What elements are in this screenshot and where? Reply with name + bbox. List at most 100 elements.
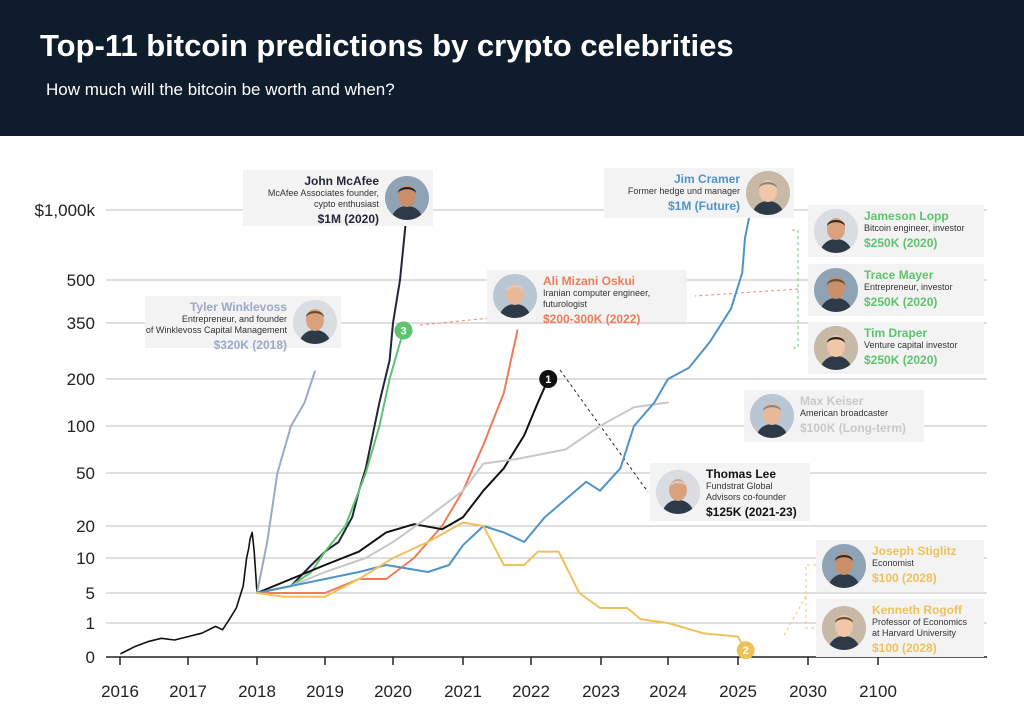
annotation-text: Kenneth Rogoff Professor of Economics at H… — [872, 603, 967, 656]
prediction-value: $1M (2020) — [317, 212, 379, 226]
connector-line — [782, 595, 807, 638]
annotation-card-lopp: Jameson Lopp Bitcoin engineer, investor $2… — [808, 205, 984, 257]
y-tick-label: 10 — [76, 549, 95, 568]
annotation-card-cramer: Jim Cramer Former hedge und manager $1M (F… — [604, 168, 794, 218]
prediction-value: $320K (2018) — [213, 338, 287, 352]
avatar — [814, 209, 858, 253]
person-role: futurologist — [543, 299, 588, 309]
person-name: Jim Cramer — [673, 172, 740, 186]
avatar — [822, 606, 866, 650]
prediction-value: $100 (2028) — [872, 571, 937, 585]
avatar — [385, 176, 429, 220]
series-line-winklevoss — [256, 370, 316, 594]
person-role: McAfee Associates founder, — [267, 188, 379, 198]
x-tick-label: 2016 — [101, 682, 139, 701]
person-name: Max Keiser — [800, 394, 864, 408]
person-role: Advisors co-founder — [706, 492, 787, 502]
person-role: Bitcoin engineer, investor — [864, 223, 965, 233]
series-line-keiser — [256, 401, 669, 594]
annotation-text: Tyler Winklevoss Entrepreneur, and founde… — [146, 300, 287, 353]
person-name: Thomas Lee — [706, 467, 777, 481]
annotation-card-mayer: Trace Mayer Entrepreneur, investor $250K (… — [808, 264, 984, 316]
annotation-card-stiglitz: Joseph Stiglitz Economist $100 (2028) — [816, 540, 984, 592]
page-subtitle: How much will the bitcoin be worth and w… — [46, 80, 395, 99]
person-name: Jameson Lopp — [864, 209, 949, 223]
connector-line — [559, 369, 649, 493]
series-line-history — [120, 531, 258, 655]
x-tick-label: 2021 — [444, 682, 482, 701]
annotation-text: Ali Mizani Oskui Iranian computer enginee… — [543, 274, 650, 327]
avatar — [746, 171, 790, 215]
prediction-value: $250K (2020) — [864, 295, 938, 309]
avatar — [656, 470, 700, 514]
person-role: Entrepreneur, investor — [864, 282, 953, 292]
person-role: Economist — [872, 558, 915, 568]
y-tick-label: 1 — [86, 614, 95, 633]
header-banner: Top-11 bitcoin predictions by crypto cel… — [0, 0, 1024, 136]
person-role: of Winklevoss Capital Management — [145, 325, 287, 335]
series-line-green — [256, 329, 405, 594]
y-tick-label: 100 — [67, 417, 95, 436]
person-name: Joseph Stiglitz — [872, 544, 957, 558]
x-tick-label: 2017 — [169, 682, 207, 701]
annotation-card-draper: Tim Draper Venture capital investor $250K … — [808, 322, 984, 374]
prediction-value: $200-300K (2022) — [543, 312, 641, 326]
annotation-card-oskui: Ali Mizani Oskui Iranian computer enginee… — [487, 270, 687, 326]
annotation-card-lee: Thomas Lee Fundstrat Global Advisors co-fo… — [650, 463, 810, 521]
y-tick-label: 20 — [76, 517, 95, 536]
marker-2 — [736, 641, 755, 660]
person-role: Venture capital investor — [864, 340, 958, 350]
annotation-text: Thomas Lee Fundstrat Global Advisors co-fo… — [706, 467, 797, 520]
prediction-value: $100K (Long-term) — [800, 421, 907, 435]
annotation-text: Jim Cramer Former hedge und manager $1M (F… — [628, 172, 740, 214]
person-name: Tyler Winklevoss — [189, 300, 287, 314]
prediction-value: $250K (2020) — [864, 353, 938, 367]
x-tick-label: 2100 — [859, 682, 897, 701]
person-role: Iranian computer engineer, — [543, 288, 651, 298]
x-tick-label: 2030 — [789, 682, 827, 701]
person-name: Kenneth Rogoff — [872, 603, 962, 617]
avatar — [750, 394, 794, 438]
y-tick-label: 500 — [67, 271, 95, 290]
avatar — [814, 326, 858, 370]
person-name: Ali Mizani Oskui — [543, 274, 636, 288]
y-tick-label: 350 — [67, 314, 95, 333]
annotation-text: Trace Mayer Entrepreneur, investor $250K (… — [864, 268, 953, 310]
connector-line — [419, 317, 491, 326]
annotation-card-winklevoss: Tyler Winklevoss Entrepreneur, and founde… — [145, 296, 341, 352]
annotation-text: Joseph Stiglitz Economist $100 (2028) — [872, 544, 957, 586]
x-tick-label: 2023 — [582, 682, 620, 701]
y-tick-label: 50 — [76, 464, 95, 483]
y-tick-label: 5 — [86, 584, 95, 603]
series-line-blue — [256, 209, 752, 594]
avatar — [822, 544, 866, 588]
marker-label: 3 — [400, 325, 406, 337]
annotation-text: Tim Draper Venture capital investor $250K … — [864, 326, 958, 368]
marker-label: 2 — [743, 645, 749, 657]
series-line-yellow — [256, 521, 746, 652]
person-role: American broadcaster — [800, 408, 889, 418]
x-tick-label: 2019 — [306, 682, 344, 701]
prediction-value: $125K (2021-23) — [706, 505, 797, 519]
avatar — [814, 268, 858, 312]
connector-line — [694, 288, 799, 297]
marker-1 — [539, 370, 558, 388]
person-name: Trace Mayer — [864, 268, 934, 282]
annotation-card-keiser: Max Keiser American broadcaster $100K (Lon… — [744, 390, 924, 442]
y-tick-label: 200 — [67, 370, 95, 389]
x-tick-label: 2020 — [374, 682, 412, 701]
annotation-card-rogoff: Kenneth Rogoff Professor of Economics at H… — [816, 599, 984, 657]
connector-line — [805, 564, 816, 629]
y-tick-label: $1,000k — [35, 201, 96, 220]
x-tick-label: 2024 — [649, 682, 687, 701]
person-role: Fundstrat Global — [706, 481, 773, 491]
x-tick-label: 2018 — [238, 682, 276, 701]
prediction-value: $100 (2028) — [872, 641, 937, 655]
x-tick-label: 2025 — [719, 682, 757, 701]
y-tick-label: 0 — [86, 648, 95, 667]
person-role: Former hedge und manager — [627, 186, 740, 196]
prediction-value: $250K (2020) — [864, 236, 938, 250]
prediction-value: $1M (Future) — [668, 199, 740, 213]
avatar — [493, 274, 537, 318]
annotation-card-mcafee: John McAfee McAfee Associates founder, cyp… — [243, 170, 433, 226]
